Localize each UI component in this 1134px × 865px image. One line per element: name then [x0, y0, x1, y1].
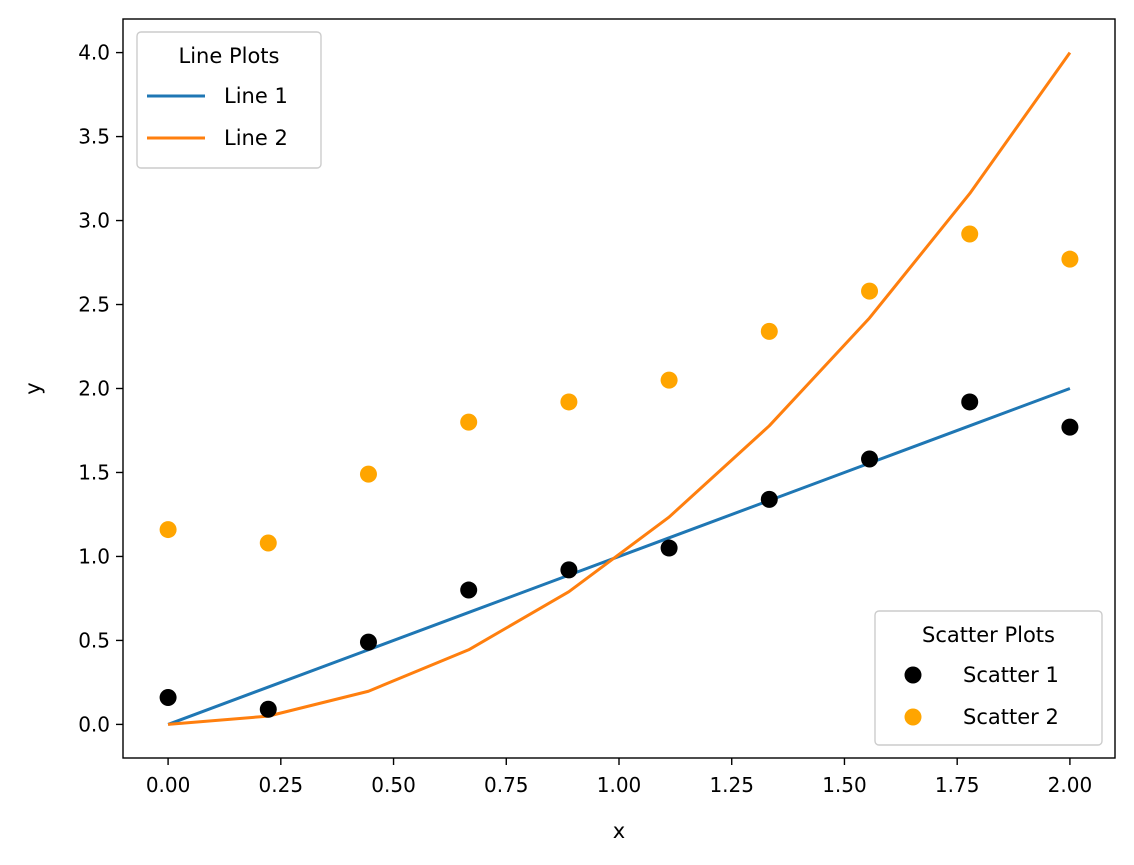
- x-tick-label: 0.75: [484, 773, 529, 797]
- scatter-2-point: [460, 413, 478, 431]
- scatter-2-point: [961, 225, 979, 243]
- scatter-2-point: [1061, 250, 1079, 268]
- x-axis-label: x: [613, 819, 625, 843]
- y-tick-label: 3.5: [78, 125, 110, 149]
- scatter-1-point: [861, 450, 879, 468]
- legend-box: [136, 31, 322, 169]
- y-tick-label: 3.0: [78, 209, 110, 233]
- y-tick-label: 1.5: [78, 460, 110, 484]
- scatter-2-point: [159, 521, 177, 539]
- scatter-1-point: [560, 561, 578, 579]
- scatter-1-point: [660, 539, 678, 557]
- series-line-1: [167, 387, 1071, 726]
- scatter-2-point: [560, 393, 578, 411]
- legend-title: Scatter Plots: [922, 623, 1055, 647]
- y-tick-label: 4.0: [78, 41, 110, 65]
- scatter-2-point: [259, 534, 277, 552]
- scatter-1-point: [159, 689, 177, 707]
- y-tick-label: 1.0: [78, 544, 110, 568]
- legend-entry-label: Line 1: [224, 84, 288, 108]
- scatter-1-point: [359, 633, 377, 651]
- series-line-2: [167, 51, 1072, 726]
- y-tick-label: 2.0: [78, 377, 110, 401]
- x-tick-label: 0.25: [259, 773, 304, 797]
- legend-scatter-plots: Scatter Plots Scatter 1 Scatter 2: [874, 610, 1103, 746]
- legend-box: [874, 610, 1103, 746]
- axis-ticks: 0.00 0.25 0.50 0.75 1.00 1.25 1.50 1.75 2.00 0.0 0…: [78, 41, 1092, 797]
- x-tick-label: 1.25: [709, 773, 754, 797]
- y-tick-label: 0.5: [78, 628, 110, 652]
- x-tick-label: 1.00: [597, 773, 642, 797]
- legend-title: Line Plots: [179, 44, 280, 68]
- y-tick-label: 2.5: [78, 293, 110, 317]
- scatter-2-point: [861, 282, 879, 300]
- scatter-1-point: [1061, 418, 1079, 436]
- scatter-2-point: [660, 371, 678, 389]
- legend-entry-label: Scatter 1: [963, 663, 1059, 687]
- x-tick-label: 0.00: [146, 773, 191, 797]
- legend-entry-label: Scatter 2: [963, 705, 1059, 729]
- scatter-2-point: [359, 465, 377, 483]
- y-tick-label: 0.0: [78, 712, 110, 736]
- plot-area: [159, 51, 1079, 726]
- legend-marker-swatch: [904, 666, 922, 684]
- scatter-1-point: [760, 490, 778, 508]
- scatter-1-point: [259, 700, 277, 718]
- legend-entry-label: Line 2: [224, 126, 288, 150]
- legend-line-plots: Line Plots Line 1 Line 2: [136, 31, 322, 169]
- y-axis-label: y: [21, 382, 45, 394]
- scatter-1-point: [961, 393, 979, 411]
- legend-marker-swatch: [904, 708, 922, 726]
- x-tick-label: 2.00: [1048, 773, 1093, 797]
- x-tick-label: 1.50: [822, 773, 867, 797]
- scatter-1-point: [460, 581, 478, 599]
- scatter-2-point: [760, 322, 778, 340]
- x-tick-label: 1.75: [935, 773, 980, 797]
- x-tick-label: 0.50: [371, 773, 416, 797]
